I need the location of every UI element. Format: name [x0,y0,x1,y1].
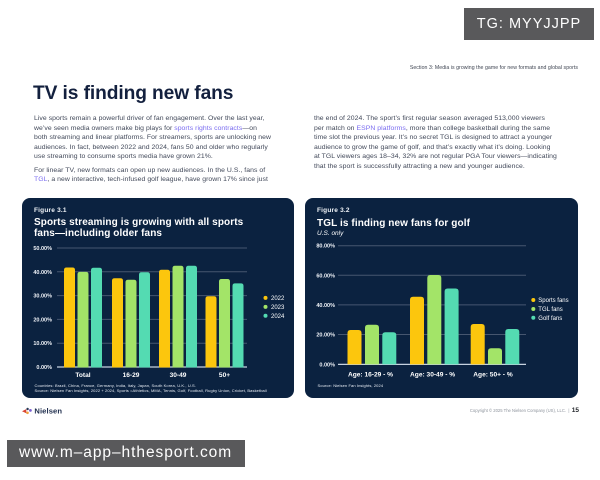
svg-text:30-49: 30-49 [170,372,187,379]
svg-text:Age: 30-49 - %: Age: 30-49 - % [410,371,455,378]
svg-text:Golf fans: Golf fans [538,316,562,322]
svg-text:30.00%: 30.00% [33,294,52,300]
svg-text:50+: 50+ [219,372,230,379]
svg-text:2024: 2024 [271,314,285,320]
svg-text:0.00%: 0.00% [319,362,335,368]
svg-text:Sports fans: Sports fans [538,298,568,304]
svg-text:0.00%: 0.00% [36,365,52,371]
svg-text:2023: 2023 [271,305,285,311]
svg-text:20.00%: 20.00% [316,333,335,339]
svg-text:2022: 2022 [271,296,285,302]
svg-text:80.00%: 80.00% [316,244,335,250]
svg-text:Age: 16-29 - %: Age: 16-29 - % [348,371,393,378]
svg-text:Total: Total [75,372,90,379]
svg-text:Nielsen: Nielsen [34,406,62,415]
svg-text:60.00%: 60.00% [316,273,335,279]
svg-text:10.00%: 10.00% [33,341,52,347]
svg-text:16-29: 16-29 [123,372,140,379]
svg-text:40.00%: 40.00% [316,303,335,309]
svg-text:TGL fans: TGL fans [538,307,562,313]
svg-text:20.00%: 20.00% [33,317,52,323]
svg-text:50.00%: 50.00% [33,246,52,252]
svg-text:Age: 50+ - %: Age: 50+ - % [473,371,513,378]
svg-text:40.00%: 40.00% [33,270,52,276]
